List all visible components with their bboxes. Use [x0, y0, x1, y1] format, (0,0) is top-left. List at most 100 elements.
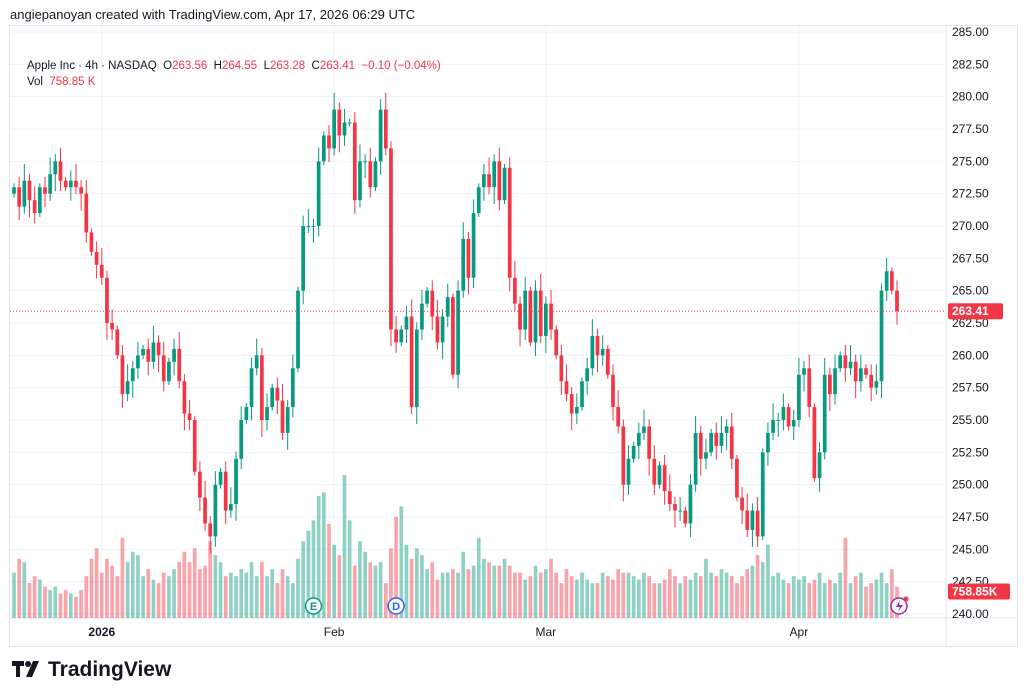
candle-body[interactable]: [378, 109, 383, 162]
candle-body[interactable]: [735, 458, 739, 498]
candle-body[interactable]: [766, 432, 770, 453]
candle-body[interactable]: [544, 303, 548, 336]
symbol-label[interactable]: Apple Inc · 4h · NASDAQ: [27, 60, 157, 72]
candle-body[interactable]: [363, 161, 367, 163]
candle-body[interactable]: [213, 484, 218, 537]
candle-body[interactable]: [745, 510, 750, 530]
candle-body[interactable]: [383, 109, 388, 149]
candle-body[interactable]: [110, 323, 114, 330]
candle-body[interactable]: [218, 471, 223, 485]
candle-body[interactable]: [476, 187, 481, 214]
candle-body[interactable]: [151, 342, 156, 362]
candle-body[interactable]: [822, 374, 827, 453]
candle-body[interactable]: [786, 407, 791, 427]
candle-body[interactable]: [791, 420, 796, 427]
candle-body[interactable]: [332, 109, 337, 149]
candle-body[interactable]: [590, 335, 595, 369]
candle-body[interactable]: [740, 497, 744, 511]
candle-body[interactable]: [43, 187, 47, 194]
candle-body[interactable]: [208, 523, 213, 537]
candle-body[interactable]: [518, 303, 522, 330]
candle-body[interactable]: [605, 348, 610, 375]
candle-body[interactable]: [74, 180, 78, 188]
candle-body[interactable]: [136, 355, 140, 369]
candle-body[interactable]: [636, 432, 641, 446]
candle-body[interactable]: [265, 407, 269, 420]
candle-body[interactable]: [275, 387, 280, 401]
candle-body[interactable]: [719, 432, 724, 446]
candle-body[interactable]: [32, 200, 37, 214]
candle-body[interactable]: [223, 471, 228, 511]
candle-body[interactable]: [125, 381, 130, 395]
candle-body[interactable]: [523, 290, 528, 330]
candle-body[interactable]: [683, 510, 688, 524]
candle-body[interactable]: [750, 510, 755, 530]
candle-body[interactable]: [48, 174, 53, 194]
candle-body[interactable]: [270, 387, 275, 408]
candle-body[interactable]: [352, 122, 357, 201]
candle-body[interactable]: [838, 355, 843, 369]
candle-body[interactable]: [260, 355, 264, 420]
candle-body[interactable]: [698, 432, 703, 459]
candle-body[interactable]: [616, 407, 621, 427]
candle-body[interactable]: [538, 290, 543, 336]
candle-body[interactable]: [156, 342, 161, 356]
candle-body[interactable]: [187, 413, 192, 420]
candle-body[interactable]: [595, 335, 600, 356]
candle-body[interactable]: [678, 510, 682, 512]
candle-body[interactable]: [781, 407, 786, 420]
event-marker-D[interactable]: [387, 597, 405, 615]
candle-body[interactable]: [311, 226, 316, 227]
candle-body[interactable]: [198, 471, 202, 498]
candle-body[interactable]: [461, 238, 466, 291]
candle-body[interactable]: [874, 381, 879, 388]
candle-body[interactable]: [585, 368, 590, 382]
candle-body[interactable]: [440, 316, 445, 343]
candle-body[interactable]: [688, 484, 693, 524]
candle-body[interactable]: [626, 458, 631, 485]
candle-body[interactable]: [172, 348, 176, 362]
candle-body[interactable]: [229, 504, 233, 511]
candle-body[interactable]: [445, 297, 450, 317]
candle-body[interactable]: [828, 374, 832, 395]
candle-body[interactable]: [802, 368, 806, 375]
event-marker-E[interactable]: [304, 597, 323, 615]
candle-body[interactable]: [569, 394, 574, 414]
candle-body[interactable]: [760, 452, 765, 537]
candle-body[interactable]: [621, 426, 626, 485]
candle-body[interactable]: [280, 400, 285, 433]
candle-body[interactable]: [451, 297, 455, 375]
candle-body[interactable]: [120, 355, 125, 395]
candle-body[interactable]: [864, 368, 868, 375]
candle-body[interactable]: [812, 407, 817, 479]
candle-body[interactable]: [673, 504, 677, 511]
candle-body[interactable]: [492, 161, 497, 188]
candle-body[interactable]: [704, 452, 708, 459]
candle-body[interactable]: [580, 381, 584, 408]
candle-body[interactable]: [404, 316, 409, 330]
candle-body[interactable]: [414, 329, 419, 408]
tradingview-logo[interactable]: TradingView: [12, 658, 171, 682]
candle-body[interactable]: [724, 426, 729, 433]
candle-body[interactable]: [394, 329, 398, 343]
candle-body[interactable]: [244, 407, 249, 420]
candle-body[interactable]: [729, 426, 734, 459]
candle-body[interactable]: [161, 355, 166, 382]
candle-body[interactable]: [58, 161, 63, 181]
candle-body[interactable]: [776, 420, 781, 421]
candle-body[interactable]: [68, 180, 73, 188]
candle-body[interactable]: [693, 432, 698, 485]
candle-body[interactable]: [858, 368, 863, 382]
candle-body[interactable]: [817, 452, 822, 479]
candle-body[interactable]: [709, 432, 713, 453]
candle-body[interactable]: [559, 355, 564, 382]
candle-body[interactable]: [853, 361, 858, 382]
candle-body[interactable]: [554, 329, 559, 356]
candle-body[interactable]: [342, 122, 347, 136]
candle-body[interactable]: [869, 374, 874, 388]
candle-body[interactable]: [301, 226, 306, 291]
candle-body[interactable]: [430, 290, 435, 317]
candle-body[interactable]: [327, 135, 331, 149]
candle-body[interactable]: [368, 161, 373, 188]
candle-body[interactable]: [647, 426, 651, 459]
